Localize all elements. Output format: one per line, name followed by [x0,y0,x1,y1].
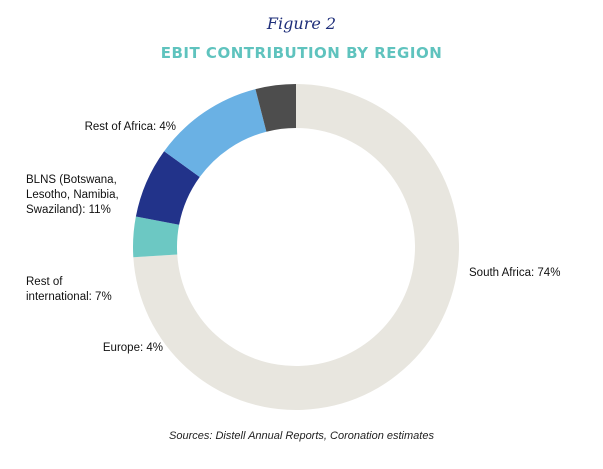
label-blns: BLNS (Botswana, Lesotho, Namibia, Swazil… [26,174,119,216]
slice-blns-botswana-lesotho-namibia-swaziland [164,89,267,178]
figure-label: Figure 2 [266,14,337,33]
source-note: Sources: Distell Annual Reports, Coronat… [169,430,434,442]
label-south-africa: South Africa: 74% [469,267,561,279]
slice-europe [133,216,180,258]
label-rest-of-africa: Rest of Africa: 4% [84,121,176,133]
chart-title: EBIT CONTRIBUTION BY REGION [160,44,443,62]
label-rest-of-international: Rest of international: 7% [26,276,112,303]
label-europe: Europe: 4% [102,342,163,354]
slice-rest-of-africa [255,84,296,132]
slice-rest-of-international [135,151,200,225]
